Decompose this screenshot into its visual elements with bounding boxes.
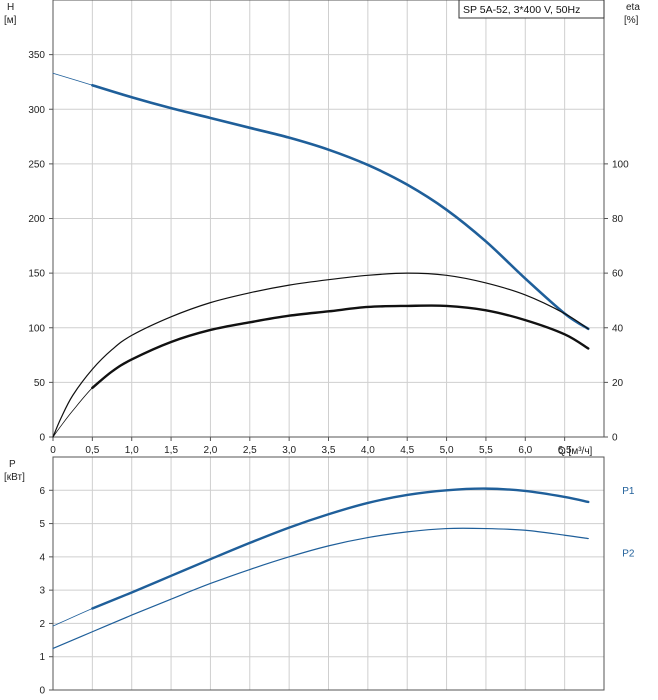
head-axis-label-line1: H [7,2,14,13]
p-tick-label: 1 [39,652,45,663]
legend-p2: P2 [622,549,635,560]
x-tick-label: 0 [50,445,56,456]
title-box [458,0,605,19]
h-tick-label: 350 [28,50,45,61]
eta-tick-label: 0 [612,433,618,444]
h-tick-label: 0 [39,433,45,444]
x-tick-label: 1,0 [125,445,139,456]
h-tick-label: 100 [28,323,45,334]
eta-tick-label: 100 [612,159,629,170]
efficiency-curve-lower-line [52,305,589,438]
power-axis-label-line2: [кВт] [4,472,25,483]
h-tick-label: 50 [34,378,46,389]
chart-title: SP 5A-52, 3*400 V, 50Hz [463,4,580,16]
x-tick-label: 5,5 [479,445,493,456]
eta-tick-label: 60 [612,269,624,280]
power-axis-label-line1: P [9,459,16,470]
p-tick-label: 5 [39,519,45,530]
power-plot-frame [52,456,605,691]
efficiency-curve-upper-line [52,272,589,438]
eta-axis-label-line1: eta [626,2,640,13]
p-tick-label: 4 [39,552,45,563]
head-curve-line-operating [91,83,590,331]
x-tick-label: 6,0 [518,445,532,456]
h-tick-label: 150 [28,269,45,280]
p-tick-label: 0 [39,686,45,697]
x-tick-label: 0,5 [85,445,99,456]
x-tick-label: 2,0 [203,445,217,456]
x-tick-label: 3,0 [282,445,296,456]
power-curve-p2-line [52,527,589,649]
x-tick-label: 4,5 [400,445,414,456]
h-tick-label: 300 [28,105,45,116]
head-curve-line [52,72,589,330]
head-axis-label-line2: [м] [4,15,17,26]
p-tick-label: 2 [39,619,45,630]
h-tick-label: 250 [28,159,45,170]
x-axis-label: Q [м³/ч] [558,446,593,457]
eta-tick-label: 20 [612,378,624,389]
p-tick-label: 6 [39,486,45,497]
x-tick-label: 5,0 [440,445,454,456]
legend-p1: P1 [622,486,635,497]
x-tick-label: 2,5 [243,445,257,456]
x-tick-label: 3,5 [322,445,336,456]
eta-tick-label: 80 [612,214,624,225]
p-tick-label: 3 [39,586,45,597]
efficiency-curve-lower-line-operating [91,304,590,390]
x-tick-label: 1,5 [164,445,178,456]
eta-tick-label: 40 [612,323,624,334]
x-tick-label: 4,0 [361,445,375,456]
eta-axis-label-line2: [%] [624,15,639,26]
x-tick-label: 6,5 [558,445,572,456]
h-tick-label: 200 [28,214,45,225]
power-curve-p1-line-operating [91,487,590,610]
